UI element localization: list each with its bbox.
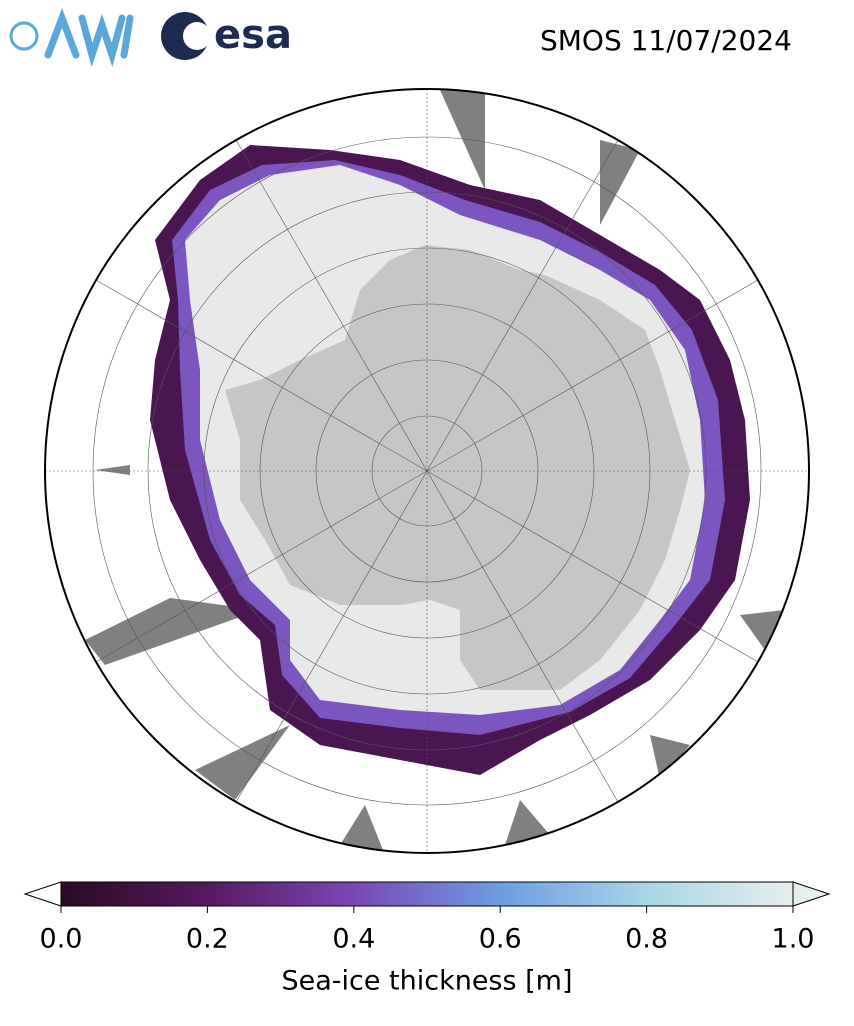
colorbar-under: [23, 881, 62, 907]
awi-logo: [9, 8, 134, 68]
graticule: [45, 89, 809, 853]
missing-data: [85, 90, 785, 853]
map: [45, 89, 809, 853]
colorbar-tick-label: 1.0: [772, 924, 815, 955]
antarctica: [225, 245, 690, 690]
colorbar-body: [60, 881, 794, 907]
colorbar-tick-label: 0.8: [625, 924, 668, 955]
esa-text: esa: [214, 12, 292, 58]
colorbar-label: Sea-ice thickness [m]: [281, 966, 572, 997]
colorbar: Sea-ice thickness [m] 0.0 0.2 0.4 0.6 0.8 1.0: [23, 881, 831, 997]
colorbar-tick-label: 0.6: [479, 924, 522, 955]
colorbar-tick-label: 0.2: [186, 924, 229, 955]
map-frame: [44, 88, 810, 854]
esa-logo: esa: [161, 12, 292, 60]
colorbar-tick-label: 0.0: [40, 924, 83, 955]
colorbar-tick-label: 0.4: [332, 924, 375, 955]
title: SMOS 11/07/2024: [540, 24, 792, 57]
colorbar-over: [792, 881, 831, 907]
